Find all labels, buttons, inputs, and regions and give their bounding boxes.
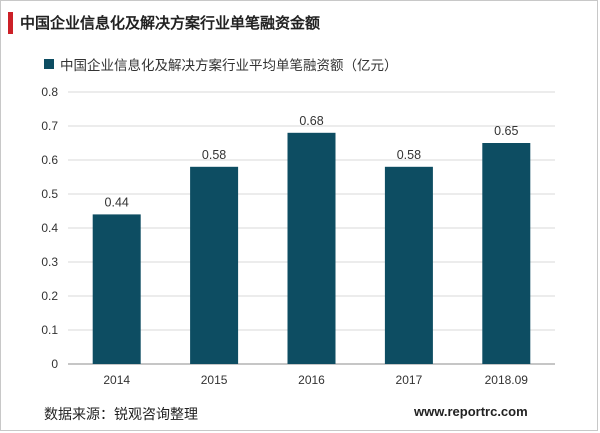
title-accent-bar bbox=[8, 12, 13, 34]
y-tick-label: 0.5 bbox=[41, 187, 58, 201]
y-tick-label: 0 bbox=[51, 357, 58, 371]
y-tick-label: 0.1 bbox=[41, 323, 58, 337]
website-link[interactable]: www.reportrc.com bbox=[414, 404, 528, 419]
x-tick-label: 2014 bbox=[103, 373, 130, 387]
y-tick-label: 0.7 bbox=[41, 119, 58, 133]
page-title: 中国企业信息化及解决方案行业单笔融资金额 bbox=[20, 14, 321, 32]
bar bbox=[190, 166, 239, 364]
data-label: 0.58 bbox=[202, 148, 226, 162]
bar bbox=[384, 166, 433, 364]
data-label: 0.44 bbox=[105, 195, 129, 209]
y-tick-label: 0.2 bbox=[41, 289, 58, 303]
bar bbox=[92, 214, 141, 364]
x-axis-ticks: 2014 2015 2016 2017 2018.09 bbox=[103, 373, 528, 387]
y-tick-label: 0.8 bbox=[41, 85, 58, 99]
data-label: 0.68 bbox=[299, 114, 323, 128]
bars bbox=[92, 132, 531, 364]
bar bbox=[287, 132, 336, 364]
y-axis-ticks: 0 0.1 0.2 0.3 0.4 0.5 0.6 0.7 0.8 bbox=[41, 85, 58, 371]
y-tick-label: 0.4 bbox=[41, 221, 58, 235]
x-tick-label: 2018.09 bbox=[485, 373, 529, 387]
legend-swatch bbox=[44, 59, 54, 69]
bar bbox=[482, 143, 531, 364]
source-note: 数据来源：锐观咨询整理 bbox=[44, 407, 198, 423]
chart-legend: 中国企业信息化及解决方案行业平均单笔融资额（亿元） bbox=[44, 54, 398, 74]
x-tick-label: 2016 bbox=[298, 373, 325, 387]
y-tick-label: 0.3 bbox=[41, 255, 58, 269]
x-tick-label: 2017 bbox=[396, 373, 423, 387]
data-label: 0.58 bbox=[397, 148, 421, 162]
data-labels: 0.44 0.58 0.68 0.58 0.65 bbox=[105, 114, 519, 210]
data-label: 0.65 bbox=[494, 124, 518, 138]
legend-label: 中国企业信息化及解决方案行业平均单笔融资额（亿元） bbox=[60, 58, 398, 74]
x-tick-label: 2015 bbox=[201, 373, 228, 387]
y-tick-label: 0.6 bbox=[41, 153, 58, 167]
